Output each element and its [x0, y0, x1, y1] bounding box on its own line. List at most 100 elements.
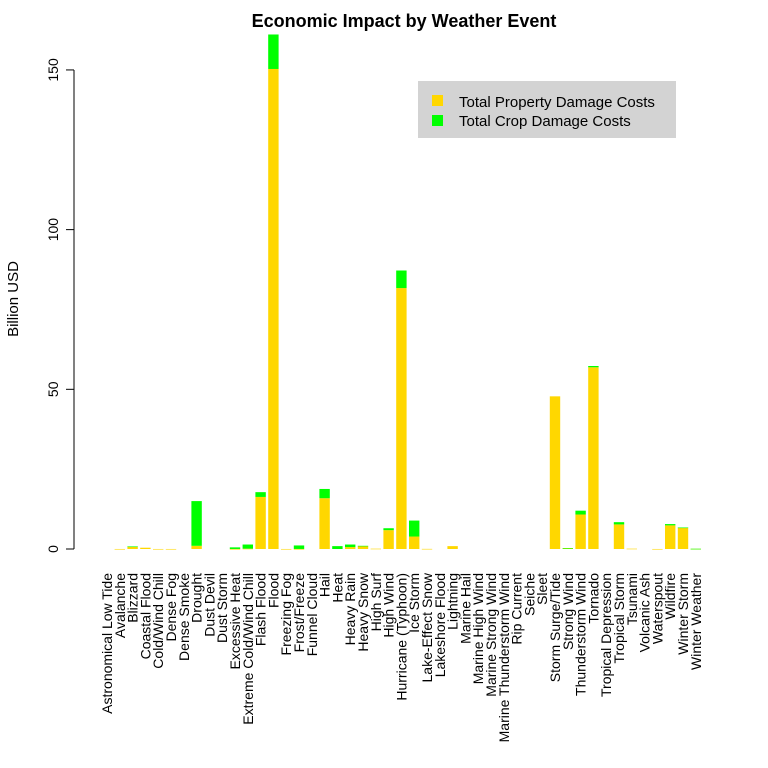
- bar-property-damage: [383, 530, 394, 549]
- bar-property-damage: [281, 548, 292, 550]
- bar-crop-damage: [677, 527, 689, 529]
- x-tick-label: Marine High Wind: [470, 573, 486, 684]
- bar-property-damage: [357, 546, 369, 549]
- bar-property-damage: [242, 548, 253, 550]
- bar-crop-damage: [575, 510, 586, 515]
- bar-crop-damage: [268, 34, 279, 69]
- x-tick-label: Sleet: [534, 573, 550, 605]
- bar-property-damage: [345, 547, 356, 549]
- x-tick-label: Astronomical Low Tide: [99, 573, 115, 714]
- y-tick-label: 100: [45, 218, 61, 242]
- legend-swatch-crop: [432, 115, 443, 126]
- x-tick-label: Dust Storm: [214, 573, 230, 643]
- bar-crop-damage: [229, 547, 241, 549]
- y-tick-label: 150: [45, 58, 61, 82]
- x-tick-label: Strong Wind: [560, 573, 576, 650]
- x-tick-label: Drought: [189, 573, 205, 623]
- bar-property-damage: [293, 548, 305, 550]
- bar-property-damage: [409, 536, 420, 549]
- bar-property-damage: [396, 288, 407, 549]
- bar-property-damage: [114, 548, 125, 550]
- y-tick-label: 50: [45, 381, 61, 397]
- bar-property-damage: [268, 68, 279, 550]
- bar-property-damage: [652, 548, 663, 550]
- x-tick-label: Tsunami: [624, 573, 640, 625]
- x-tick-label: Lightning: [445, 573, 461, 630]
- x-tick-label: Coastal Flood: [137, 573, 153, 659]
- x-tick-label: High Wind: [381, 573, 397, 638]
- bar-crop-damage: [345, 544, 356, 548]
- y-tick-label: 0: [45, 545, 61, 553]
- x-tick-label: Ice Storm: [406, 573, 422, 633]
- x-tick-label: Dense Fog: [163, 573, 179, 641]
- x-tick-label: Waterspout: [649, 573, 665, 644]
- bar-crop-damage: [613, 522, 625, 525]
- x-tick-label: Extreme Cold/Wind Chill: [240, 573, 256, 725]
- bar-crop-damage: [665, 524, 676, 526]
- x-tick-label: Tornado: [585, 573, 601, 624]
- x-tick-label: Volcanic Ash: [637, 573, 653, 652]
- x-tick-label: Hail: [317, 573, 333, 597]
- bar-property-damage: [549, 396, 561, 549]
- bar-property-damage: [562, 548, 573, 549]
- x-tick-label: Marine Hail: [457, 573, 473, 644]
- bar-property-damage: [165, 548, 177, 550]
- x-tick-label: Dust Devil: [201, 573, 217, 637]
- bar-property-damage: [153, 548, 164, 550]
- bar-crop-damage: [357, 545, 369, 547]
- x-tick-label: Marine Strong Wind: [483, 573, 499, 697]
- bar-crop-damage: [383, 528, 394, 531]
- bar-crop-damage: [332, 546, 343, 549]
- x-tick-label: Winter Storm: [675, 573, 691, 655]
- bar-crop-damage: [409, 520, 420, 537]
- bar-property-damage: [319, 498, 330, 549]
- bar-crop-damage: [255, 492, 266, 497]
- legend-background: [418, 81, 676, 138]
- y-axis: 0 50 100 150: [45, 58, 75, 553]
- legend: Total Property Damage Costs Total Crop D…: [418, 81, 676, 138]
- bar-property-damage: [626, 548, 637, 550]
- bar-property-damage: [677, 527, 689, 549]
- chart-title: Economic Impact by Weather Event: [252, 11, 557, 31]
- x-tick-label: Lake-Effect Snow: [419, 572, 435, 682]
- bar-property-damage: [370, 548, 381, 550]
- legend-swatch-property: [432, 95, 443, 106]
- bar-property-damage: [421, 548, 433, 550]
- bar-crop-damage: [127, 546, 138, 548]
- x-tick-label: Cold/Wind Chill: [150, 573, 166, 669]
- bar-crop-damage: [690, 548, 701, 550]
- x-tick-label: Frost/Freeze: [291, 573, 307, 653]
- bar-crop-damage: [588, 365, 599, 368]
- bar-property-damage: [575, 514, 586, 549]
- bars: [114, 34, 701, 550]
- category-labels: Astronomical Low TideAvalancheBlizzardCo…: [99, 572, 704, 742]
- bar-property-damage: [588, 367, 599, 549]
- x-tick-label: Winter Weather: [688, 573, 704, 670]
- x-tick-label: Blizzard: [125, 573, 141, 623]
- x-tick-label: Flash Flood: [253, 573, 269, 646]
- x-tick-label: Heavy Snow: [355, 572, 371, 651]
- x-tick-label: Funnel Cloud: [304, 573, 320, 656]
- x-tick-label: Thunderstorm Wind: [573, 573, 589, 696]
- legend-label-crop: Total Crop Damage Costs: [459, 113, 631, 130]
- legend-label-property: Total Property Damage Costs: [459, 94, 655, 111]
- x-tick-label: Lakeshore Flood: [432, 573, 448, 677]
- x-tick-label: Storm Surge/Tide: [547, 573, 563, 682]
- bar-property-damage: [229, 548, 241, 550]
- bar-crop-damage: [191, 501, 202, 546]
- bar-property-damage: [140, 547, 151, 549]
- y-axis-label: Billion USD: [5, 261, 22, 337]
- bar-crop-damage: [319, 488, 330, 499]
- x-tick-label: High Surf: [368, 573, 384, 631]
- bar-property-damage: [665, 525, 676, 549]
- x-tick-label: Heat: [329, 573, 345, 603]
- x-tick-label: Excessive Heat: [227, 573, 243, 670]
- bar-property-damage: [447, 546, 458, 549]
- x-tick-label: Hurricane (Typhoon): [393, 573, 409, 701]
- bar-property-damage: [255, 496, 266, 549]
- x-tick-label: Tropical Depression: [598, 573, 614, 697]
- x-tick-label: Seiche: [521, 573, 537, 616]
- x-tick-label: Avalanche: [112, 573, 128, 638]
- bar-crop-damage: [396, 270, 407, 289]
- x-tick-label: Flood: [265, 573, 281, 608]
